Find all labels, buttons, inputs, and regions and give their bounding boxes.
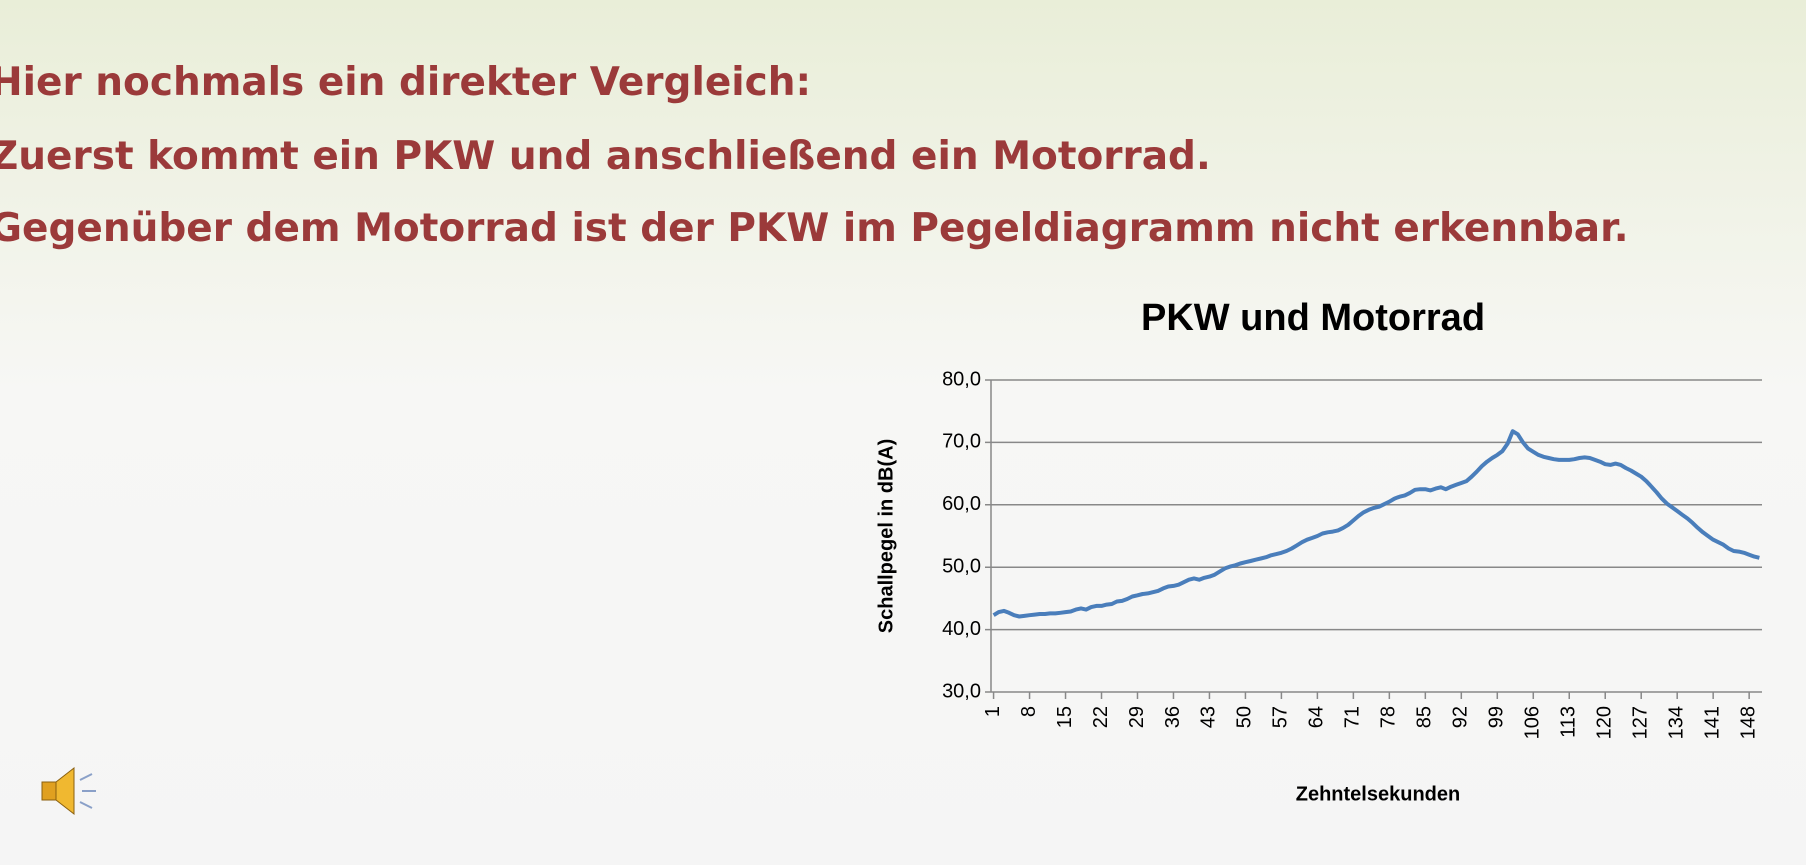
- x-tick-label: 120: [1594, 706, 1616, 739]
- x-tick-label: 78: [1378, 706, 1400, 728]
- x-tick-label: 1: [982, 706, 1004, 717]
- x-tick-label: 43: [1198, 706, 1220, 728]
- speaker-icon[interactable]: [42, 768, 96, 814]
- x-tick-label: 99: [1486, 706, 1508, 728]
- x-tick-label: 8: [1018, 706, 1040, 717]
- x-tick-label: 71: [1342, 706, 1364, 728]
- y-tick-label: 30,0: [942, 680, 981, 702]
- chart: PKW und Motorrad Zehntelsekunden Schallp…: [0, 0, 1806, 865]
- x-tick-label: 113: [1558, 706, 1580, 738]
- x-axis-label: Zehntelsekunden: [1296, 783, 1460, 805]
- x-tick-label: 22: [1090, 706, 1112, 728]
- data-line: [994, 431, 1760, 616]
- x-tick-label: 29: [1126, 706, 1148, 728]
- y-axis-label: Schallpegel in dB(A): [875, 439, 897, 633]
- x-tick-label: 50: [1234, 706, 1256, 728]
- x-tick-label: 134: [1665, 706, 1687, 739]
- x-tick-label: 141: [1701, 706, 1723, 739]
- y-tick-label: 60,0: [942, 493, 981, 515]
- x-tick-label: 57: [1270, 706, 1292, 728]
- slide: Hier nochmals ein direkter Vergleich: Zu…: [0, 0, 1806, 865]
- x-tick-label: 127: [1629, 706, 1651, 739]
- y-tick-label: 70,0: [942, 431, 981, 453]
- x-tick-label: 85: [1414, 706, 1436, 728]
- y-tick-label: 80,0: [942, 368, 981, 390]
- x-tick-label: 106: [1522, 706, 1544, 739]
- chart-title: PKW und Motorrad: [1141, 297, 1485, 339]
- x-tick-label: 148: [1737, 706, 1759, 739]
- y-tick-label: 40,0: [942, 618, 981, 640]
- y-tick-label: 50,0: [942, 555, 981, 577]
- x-tick-label: 92: [1450, 706, 1472, 728]
- x-tick-label: 64: [1306, 706, 1328, 728]
- x-tick-label: 15: [1054, 706, 1076, 728]
- x-tick-label: 36: [1162, 706, 1184, 728]
